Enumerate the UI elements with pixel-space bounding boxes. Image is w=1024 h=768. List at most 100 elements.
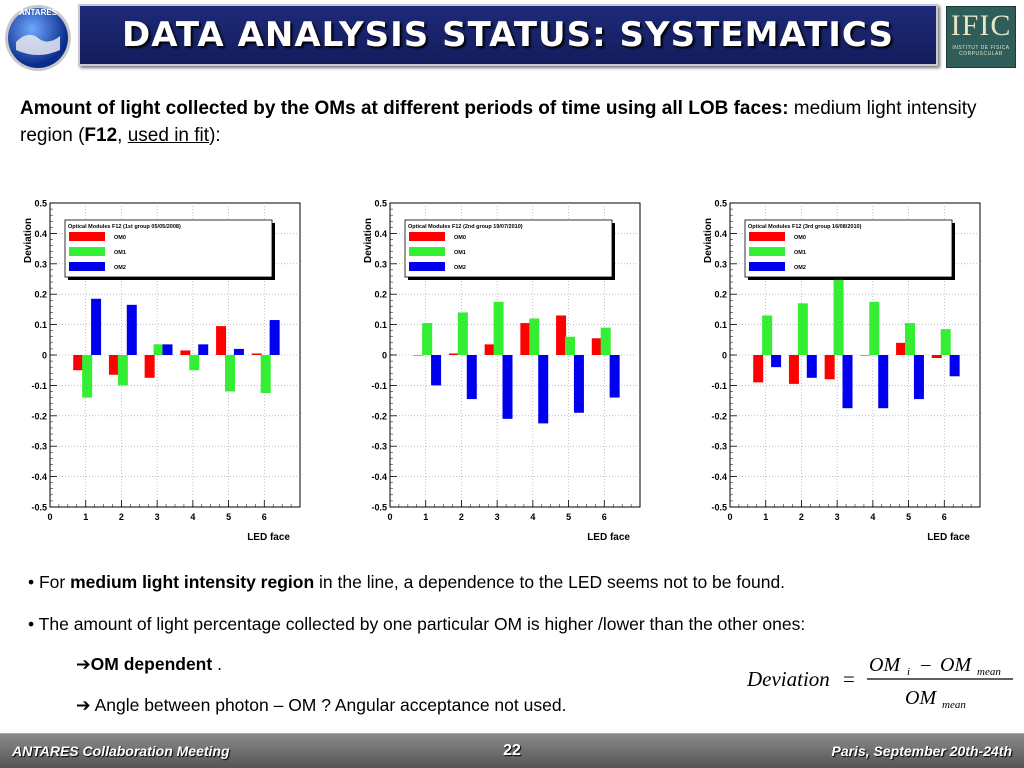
intro-text: Amount of light collected by the OMs at … — [20, 95, 1010, 149]
y-tick-label: -0.4 — [31, 472, 47, 482]
intro-f12: F12 — [84, 125, 118, 146]
bar-om1-face-1 — [762, 315, 773, 355]
x-tick-label: 4 — [190, 512, 195, 522]
y-tick-label: -0.4 — [371, 472, 387, 482]
x-tick-label: 1 — [83, 512, 88, 522]
legend-label-om0: OM0 — [794, 235, 806, 241]
y-tick-label: 0.1 — [34, 320, 47, 330]
page-title: DATA ANALYSIS STATUS: SYSTEMATICS — [121, 15, 894, 55]
x-tick-label: 1 — [423, 512, 428, 522]
bullet-4: ➔ Angle between photon – OM ? Angular ac… — [76, 695, 566, 716]
legend-label-om1: OM1 — [114, 250, 126, 256]
bar-om0-face-3 — [824, 355, 835, 380]
y-tick-label: -0.5 — [371, 503, 387, 513]
x-tick-label: 1 — [763, 512, 768, 522]
bar-om1-face-4 — [189, 355, 200, 371]
formula-num-a-sub: i — [907, 666, 910, 678]
ific-logo: IFIC INSTITUT DE FISICA CORPUSCULAR — [946, 6, 1016, 68]
bar-om2-face-6 — [949, 355, 960, 377]
bar-om0-face-2 — [108, 355, 119, 375]
y-tick-label: -0.5 — [31, 503, 47, 513]
bullet-1-bold: medium light intensity region — [70, 572, 315, 592]
bar-om2-face-1 — [431, 355, 442, 386]
y-tick-label: -0.1 — [371, 381, 387, 391]
formula-lhs: Deviation — [746, 667, 830, 691]
y-tick-label: 0.2 — [34, 290, 47, 300]
x-tick-label: 2 — [459, 512, 464, 522]
title-banner: DATA ANALYSIS STATUS: SYSTEMATICS — [78, 4, 938, 66]
x-tick-label: 6 — [262, 512, 267, 522]
bar-om2-face-3 — [502, 355, 513, 419]
bar-om0-face-5 — [896, 342, 907, 355]
y-tick-label: 0 — [42, 351, 47, 361]
y-tick-label: -0.2 — [31, 411, 47, 421]
bar-om0-face-4 — [180, 350, 191, 355]
bar-om1-face-3 — [493, 301, 504, 355]
bar-om1-face-5 — [565, 336, 575, 355]
bar-om1-face-4 — [869, 301, 880, 355]
y-axis-label: Deviation — [363, 218, 374, 263]
y-tick-label: 0 — [382, 351, 387, 361]
bar-om0-face-5 — [556, 315, 567, 355]
x-tick-label: 3 — [495, 512, 500, 522]
bar-om1-face-2 — [457, 312, 468, 355]
bar-om2-face-3 — [842, 355, 853, 409]
legend-swatch-om1 — [749, 247, 785, 256]
bar-om0-face-3 — [144, 355, 155, 378]
formula-den-sub: mean — [942, 699, 966, 711]
deviation-chart-2: -0.5 -0.4 -0.3 -0.2 -0.1 0 0.1 0.2 0.3 0.4 0.5 0 1 2 3… — [363, 199, 641, 543]
bar-om1-face-2 — [797, 303, 808, 355]
bar-om0-face-5 — [216, 326, 227, 355]
antares-logo-icon: ANTARES — [5, 5, 71, 71]
formula-num-b: OM — [940, 654, 972, 676]
ific-logo-subtitle-1: INSTITUT DE FISICA — [952, 45, 1010, 51]
y-tick-label: 0.5 — [714, 199, 727, 209]
x-tick-label: 3 — [155, 512, 160, 522]
footer-location-date: Paris, September 20th-24th — [831, 743, 1012, 759]
formula-num-a: OM — [869, 654, 901, 676]
page-number: 22 — [503, 742, 521, 759]
deviation-chart-3: -0.5 -0.4 -0.3 -0.2 -0.1 0 0.1 0.2 0.3 0.4 0.5 0 1 2 3… — [703, 199, 981, 543]
slide-footer: ANTARES Collaboration Meeting 22 Paris, … — [0, 733, 1024, 768]
y-tick-label: -0.3 — [31, 442, 47, 452]
deviation-formula: Deviation = OM i – OM mean OM mean — [746, 654, 1013, 711]
antares-logo-text: ANTARES — [19, 8, 58, 17]
legend-label-om2: OM2 — [454, 265, 466, 271]
legend-title: Optical Modules F12 (2nd group 19/07/201… — [408, 224, 523, 230]
bar-om0-face-3 — [484, 344, 495, 355]
legend-swatch-om2 — [409, 262, 445, 271]
formula-den: OM — [905, 687, 937, 709]
bar-om2-face-2 — [126, 304, 137, 355]
bar-om1-face-6 — [940, 329, 951, 355]
x-tick-label: 3 — [835, 512, 840, 522]
ific-logo-text: IFIC — [950, 9, 1012, 42]
y-tick-label: -0.4 — [711, 472, 727, 482]
y-tick-label: -0.3 — [371, 442, 387, 452]
y-tick-label: 0.4 — [34, 229, 47, 239]
bar-om1-face-6 — [600, 327, 611, 355]
bar-om2-face-1 — [91, 298, 102, 355]
bullet-1-pre: • For — [28, 572, 71, 592]
legend-label-om0: OM0 — [114, 235, 126, 241]
bar-om2-face-4 — [878, 355, 889, 409]
y-tick-label: 0.2 — [374, 290, 387, 300]
formula-minus: – — [920, 654, 931, 675]
x-tick-label: 5 — [566, 512, 571, 522]
bullet-4-text: Angle between photon – OM ? Angular acce… — [90, 695, 567, 715]
arrow-right-icon: ➔ — [76, 695, 91, 715]
bar-om1-face-5 — [905, 323, 915, 355]
bar-om2-face-6 — [609, 355, 620, 398]
bar-om1-face-5 — [225, 355, 235, 392]
bar-om0-face-1 — [73, 355, 84, 371]
y-tick-label: 0.3 — [714, 259, 727, 269]
intro-normal: medium light intensity region ( — [20, 98, 977, 146]
legend-swatch-om2 — [69, 262, 105, 271]
legend-swatch-om0 — [69, 232, 105, 241]
bar-om0-face-2 — [788, 355, 799, 384]
bar-om0-face-1 — [753, 355, 764, 383]
x-tick-label: 2 — [799, 512, 804, 522]
bar-om0-face-1 — [413, 355, 424, 356]
bar-om2-face-4 — [198, 344, 209, 355]
bar-om0-face-4 — [860, 355, 871, 356]
x-tick-label: 5 — [906, 512, 911, 522]
